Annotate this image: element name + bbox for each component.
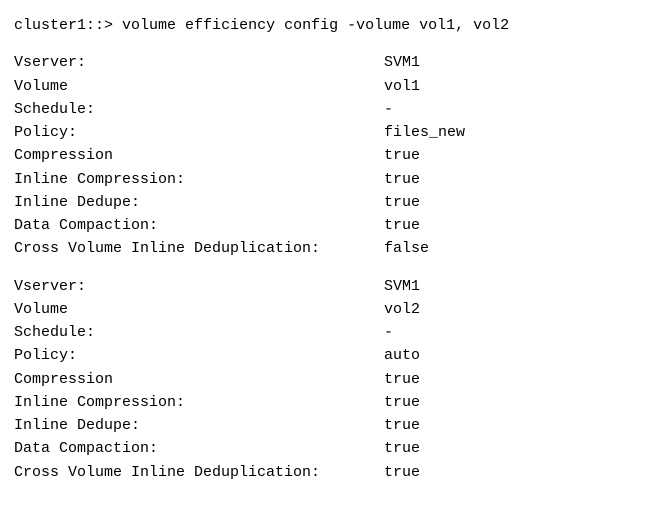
label-inline-dedupe: Inline Dedupe:	[14, 414, 384, 437]
value-volume: vol2	[384, 298, 420, 321]
prompt: cluster1::>	[14, 17, 113, 34]
label-cross-vol-dedup: Cross Volume Inline Deduplication:	[14, 237, 384, 260]
row-inline-compression: Inline Compression: true	[14, 168, 637, 191]
label-volume: Volume	[14, 75, 384, 98]
row-cross-vol-dedup: Cross Volume Inline Deduplication: true	[14, 461, 637, 484]
value-cross-vol-dedup: true	[384, 461, 420, 484]
row-inline-compression: Inline Compression: true	[14, 391, 637, 414]
value-policy: files_new	[384, 121, 465, 144]
label-data-compaction: Data Compaction:	[14, 214, 384, 237]
row-schedule: Schedule: -	[14, 98, 637, 121]
value-vserver: SVM1	[384, 51, 420, 74]
label-inline-dedupe: Inline Dedupe:	[14, 191, 384, 214]
volume-block-2: Vserver: SVM1 Volume vol2 Schedule: - Po…	[14, 275, 637, 484]
value-cross-vol-dedup: false	[384, 237, 429, 260]
value-compression: true	[384, 368, 420, 391]
label-schedule: Schedule:	[14, 321, 384, 344]
label-cross-vol-dedup: Cross Volume Inline Deduplication:	[14, 461, 384, 484]
command-text: volume efficiency config -volume vol1, v…	[122, 17, 509, 34]
value-vserver: SVM1	[384, 275, 420, 298]
label-vserver: Vserver:	[14, 275, 384, 298]
row-policy: Policy: auto	[14, 344, 637, 367]
row-volume: Volume vol2	[14, 298, 637, 321]
value-policy: auto	[384, 344, 420, 367]
value-inline-dedupe: true	[384, 191, 420, 214]
value-data-compaction: true	[384, 214, 420, 237]
row-schedule: Schedule: -	[14, 321, 637, 344]
label-data-compaction: Data Compaction:	[14, 437, 384, 460]
value-compression: true	[384, 144, 420, 167]
value-inline-dedupe: true	[384, 414, 420, 437]
value-schedule: -	[384, 321, 393, 344]
label-compression: Compression	[14, 144, 384, 167]
row-cross-vol-dedup: Cross Volume Inline Deduplication: false	[14, 237, 637, 260]
row-vserver: Vserver: SVM1	[14, 51, 637, 74]
row-policy: Policy: files_new	[14, 121, 637, 144]
label-policy: Policy:	[14, 344, 384, 367]
label-compression: Compression	[14, 368, 384, 391]
label-policy: Policy:	[14, 121, 384, 144]
value-data-compaction: true	[384, 437, 420, 460]
row-data-compaction: Data Compaction: true	[14, 214, 637, 237]
label-schedule: Schedule:	[14, 98, 384, 121]
label-inline-compression: Inline Compression:	[14, 391, 384, 414]
label-inline-compression: Inline Compression:	[14, 168, 384, 191]
value-schedule: -	[384, 98, 393, 121]
command-line: cluster1::> volume efficiency config -vo…	[14, 14, 637, 37]
volume-block-1: Vserver: SVM1 Volume vol1 Schedule: - Po…	[14, 51, 637, 260]
row-volume: Volume vol1	[14, 75, 637, 98]
row-inline-dedupe: Inline Dedupe: true	[14, 414, 637, 437]
row-data-compaction: Data Compaction: true	[14, 437, 637, 460]
label-vserver: Vserver:	[14, 51, 384, 74]
row-compression: Compression true	[14, 368, 637, 391]
row-compression: Compression true	[14, 144, 637, 167]
row-inline-dedupe: Inline Dedupe: true	[14, 191, 637, 214]
value-inline-compression: true	[384, 168, 420, 191]
row-vserver: Vserver: SVM1	[14, 275, 637, 298]
value-volume: vol1	[384, 75, 420, 98]
label-volume: Volume	[14, 298, 384, 321]
value-inline-compression: true	[384, 391, 420, 414]
